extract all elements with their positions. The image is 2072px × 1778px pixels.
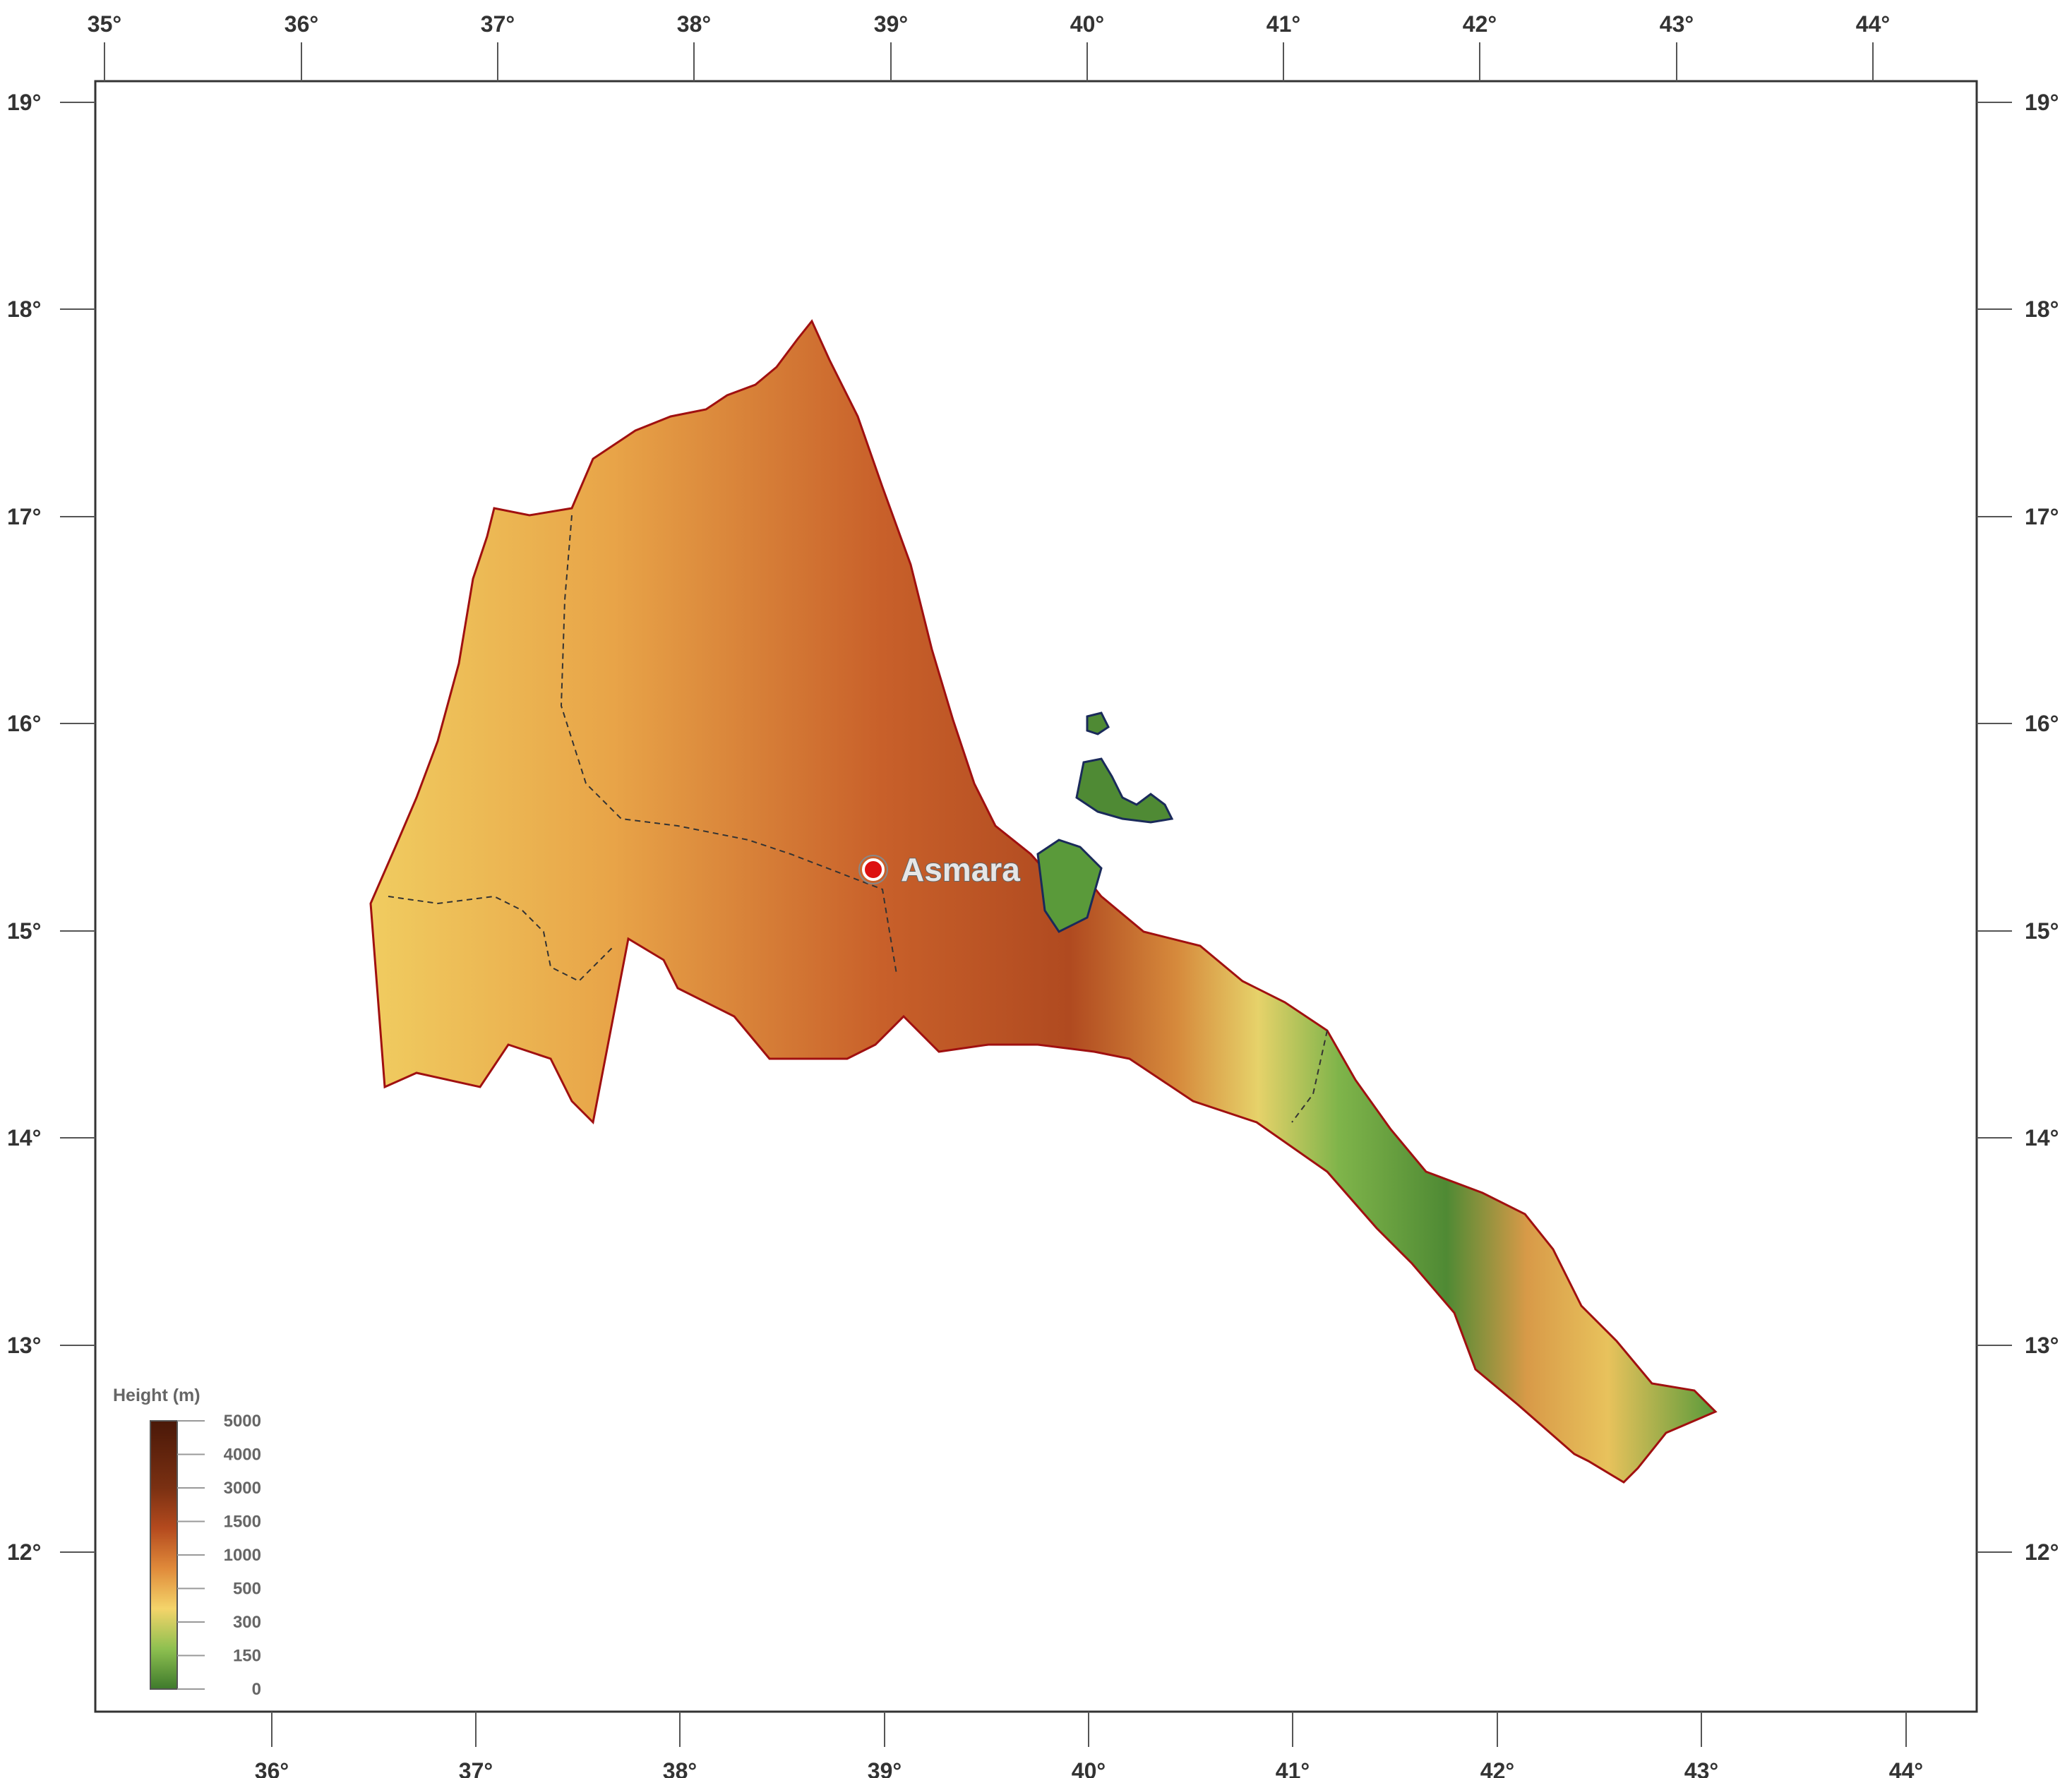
internal-border [388,895,615,983]
left-tick-label: 16° [7,711,41,736]
top-tick-label: 44° [1856,11,1890,37]
dahlak-island [1075,757,1174,824]
legend-label: 4000 [224,1446,261,1465]
bottom-tick-label: 36° [255,1758,289,1778]
legend-ticks [177,1420,205,1690]
top-tick-label: 36° [285,11,318,37]
right-tick-label: 12° [2025,1539,2059,1565]
top-tick-label: 41° [1266,11,1300,37]
right-tick-label: 19° [2025,90,2059,115]
top-tick-label: 37° [481,11,515,37]
bottom-tick-label: 39° [868,1758,902,1778]
left-tick-label: 18° [7,296,41,322]
axis-ticks [60,42,2012,1747]
bottom-tick-label: 42° [1480,1758,1514,1778]
small-island [1086,711,1110,735]
capital-marker [862,858,885,881]
legend-label: 1500 [224,1513,261,1532]
left-tick-label: 12° [7,1539,41,1565]
bottom-tick-label: 40° [1072,1758,1106,1778]
legend-label: 3000 [224,1479,261,1498]
left-tick-label: 17° [7,504,41,529]
bottom-tick-label: 37° [459,1758,493,1778]
capital-label: Asmara [901,851,1020,888]
bottom-tick-label: 38° [663,1758,697,1778]
right-tick-label: 15° [2025,918,2059,944]
top-tick-label: 35° [88,11,121,37]
bottom-tick-label: 41° [1276,1758,1310,1778]
legend-label: 500 [233,1580,261,1599]
right-tick-label: 13° [2025,1333,2059,1358]
right-tick-label: 18° [2025,296,2059,322]
left-tick-label: 13° [7,1333,41,1358]
right-tick-label: 16° [2025,711,2059,736]
internal-border [1291,1030,1328,1123]
legend-label: 150 [233,1647,261,1666]
legend-colorbar [150,1420,178,1690]
top-tick-label: 40° [1070,11,1104,37]
left-tick-label: 15° [7,918,41,944]
capital-marker-ring [858,855,888,884]
right-tick-label: 14° [2025,1125,2059,1151]
left-tick-label: 19° [7,90,41,115]
bottom-tick-label: 43° [1684,1758,1718,1778]
axis-tick-labels: 35° 36° 37° 38° 39° 40° 41° 42° 43° 44° 36° 37° 38° 3… [7,11,2059,1778]
legend-title: Height (m) [113,1386,200,1405]
bottom-tick-label: 44° [1889,1758,1923,1778]
legend-label: 0 [252,1680,261,1699]
legend-label: 1000 [224,1546,261,1565]
top-tick-label: 43° [1660,11,1694,37]
left-tick-label: 14° [7,1125,41,1151]
legend-label: 5000 [224,1412,261,1431]
right-tick-label: 17° [2025,504,2059,529]
buri-peninsula [1036,839,1103,933]
top-tick-label: 42° [1463,11,1497,37]
legend-label: 300 [233,1613,261,1632]
internal-border [560,515,897,975]
top-tick-label: 39° [874,11,908,37]
top-tick-label: 38° [677,11,711,37]
